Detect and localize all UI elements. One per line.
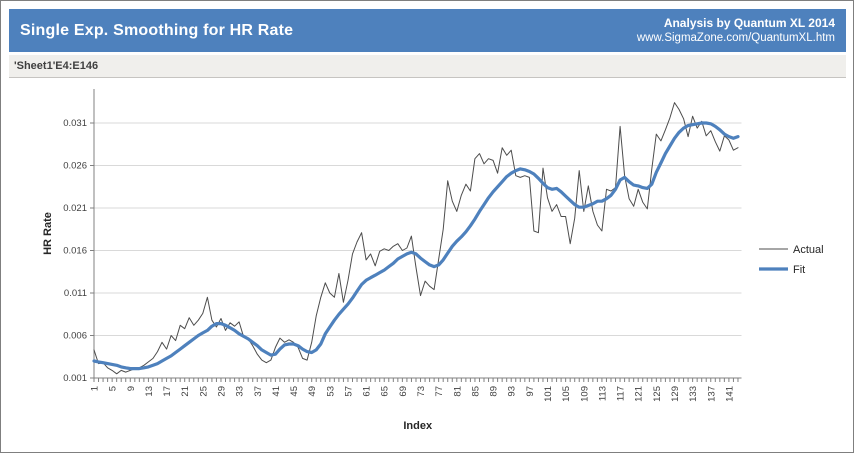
x-tick-label: 37 [253, 386, 264, 397]
cell-range-bar: 'Sheet1'E4:E146 [9, 55, 846, 78]
series-actual-line [93, 102, 739, 375]
x-tick-label: 13 [144, 386, 155, 397]
cell-range-reference: 'Sheet1'E4:E146 [14, 60, 99, 72]
y-axis-title: HR Rate [42, 212, 54, 255]
x-tick-label: 61 [362, 386, 373, 397]
x-tick-label: 121 [634, 386, 645, 402]
x-tick-label: 21 [180, 386, 191, 397]
branding-block: Analysis by Quantum XL 2014 www.SigmaZon… [637, 16, 835, 45]
x-tick-label: 77 [434, 386, 445, 397]
x-tick-label: 1 [90, 386, 101, 391]
x-tick-label: 141 [724, 386, 735, 402]
x-tick-label: 93 [507, 386, 518, 397]
x-tick-label: 29 [216, 386, 227, 397]
x-tick-label: 129 [670, 386, 681, 402]
chart-area: 0.001 0.006 0.011 0.016 0.021 0.026 0.031 1 5 9 13… [1, 79, 853, 450]
y-tick-label: 0.021 [63, 203, 87, 214]
y-tick-label: 0.011 [64, 288, 87, 299]
y-tick-label: 0.031 [63, 118, 87, 129]
x-tick-label: 101 [543, 386, 554, 402]
branding-url: www.SigmaZone.com/QuantumXL.htm [636, 31, 835, 44]
x-tick-label: 137 [706, 386, 717, 402]
x-tick-label: 57 [343, 386, 354, 397]
x-tick-label: 53 [325, 386, 336, 397]
x-tick-label: 49 [307, 386, 318, 397]
x-tick-label: 113 [597, 386, 608, 401]
x-tick-label: 73 [416, 386, 427, 397]
x-tick-label: 69 [398, 386, 409, 397]
title-bar: Single Exp. Smoothing for HR Rate Analys… [9, 9, 846, 52]
y-tick-label: 0.026 [63, 161, 87, 172]
x-tick-label: 17 [162, 386, 173, 397]
chart-canvas: 0.001 0.006 0.011 0.016 0.021 0.026 0.031 1 5 9 13… [42, 89, 824, 432]
x-tick-label: 117 [616, 386, 627, 401]
series-fit-line [92, 121, 740, 371]
x-tick-label: 81 [452, 386, 463, 397]
x-tick-label: 125 [652, 386, 663, 402]
x-tick-label: 5 [108, 386, 119, 391]
y-tick-label: 0.001 [63, 373, 87, 384]
x-tick-label: 9 [126, 386, 137, 391]
x-tick-label: 89 [489, 386, 500, 397]
legend-label-fit: Fit [793, 264, 805, 276]
x-tick-label: 41 [271, 386, 282, 397]
x-tick-label: 45 [289, 386, 300, 397]
x-tick-label: 109 [579, 386, 590, 402]
x-tick-label: 25 [198, 386, 209, 397]
x-tick-label: 65 [380, 386, 391, 397]
x-axis-title: Index [403, 420, 433, 432]
x-tick-label: 97 [525, 386, 536, 397]
legend-label-actual: Actual [793, 244, 824, 256]
x-tick-label: 133 [688, 386, 699, 402]
page-title: Single Exp. Smoothing for HR Rate [20, 21, 294, 39]
x-tick-label: 105 [561, 386, 572, 402]
x-tick-label: 85 [470, 386, 481, 397]
x-tick-label: 33 [235, 386, 246, 397]
branding-line1: Analysis by Quantum XL 2014 [663, 15, 835, 30]
y-tick-label: 0.016 [63, 246, 87, 257]
y-tick-label: 0.006 [63, 331, 87, 342]
